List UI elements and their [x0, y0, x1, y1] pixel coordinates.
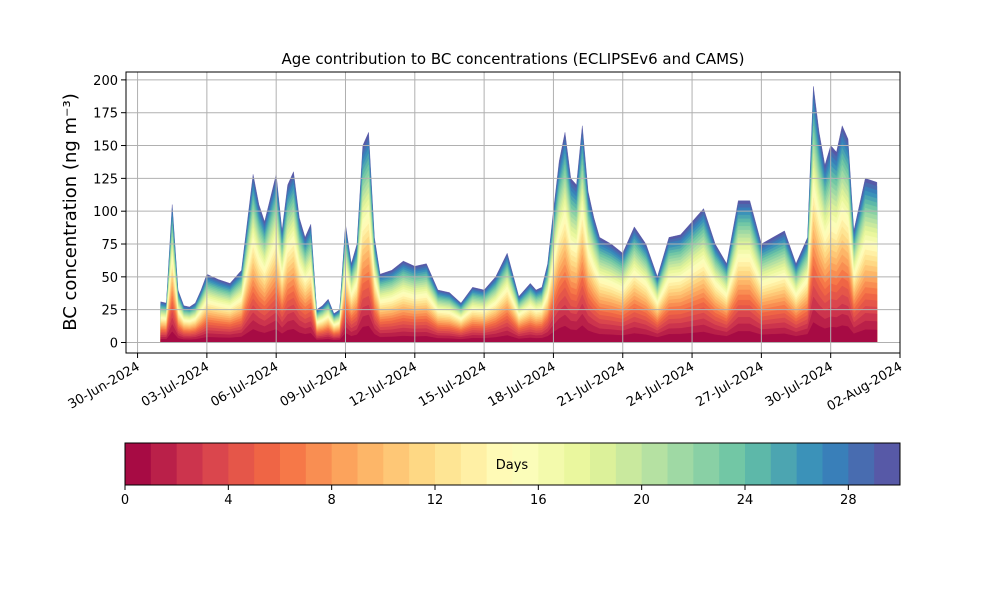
colorbar-segment [693, 443, 720, 485]
y-tick-label: 75 [101, 238, 118, 253]
y-tick-label: 200 [93, 74, 118, 89]
colorbar-tick-label: 4 [224, 493, 232, 508]
colorbar-segment [564, 443, 591, 485]
colorbar-segment [254, 443, 281, 485]
colorbar-segment [280, 443, 307, 485]
x-tick-label: 15-Jul-2024 [416, 359, 489, 410]
colorbar-segment [331, 443, 358, 485]
colorbar-segment [538, 443, 565, 485]
x-tick-label: 12-Jul-2024 [347, 359, 420, 410]
colorbar-segment [409, 443, 436, 485]
colorbar-segment [305, 443, 333, 485]
colorbar-segment [719, 443, 746, 485]
colorbar-tick-label: 24 [737, 493, 754, 508]
colorbar: 0 4 8 12 16 20 24 28 [121, 442, 901, 508]
colorbar-segment [874, 443, 901, 485]
y-tick-label: 175 [93, 107, 118, 122]
colorbar-tick-label: 8 [328, 493, 336, 508]
y-axis-label: BC concentration (ng m⁻³) [60, 93, 81, 331]
x-axis: 30-Jun-202403-Jul-202406-Jul-202409-Jul-… [66, 353, 905, 415]
colorbar-segment [848, 443, 875, 485]
colorbar-tick-label: 12 [427, 493, 444, 508]
chart-title: Age contribution to BC concentrations (E… [282, 50, 745, 68]
stacked-area-layer [160, 86, 878, 343]
colorbar-tick-label: 0 [121, 493, 129, 508]
colorbar-segment [745, 443, 772, 485]
colorbar-segment [176, 443, 203, 485]
colorbar-segment [150, 443, 178, 485]
x-tick-label: 24-Jul-2024 [624, 359, 697, 410]
y-tick-label: 125 [93, 172, 118, 187]
colorbar-segment [435, 443, 462, 485]
x-tick-label: 27-Jul-2024 [694, 359, 767, 410]
colorbar-segment [512, 443, 539, 485]
colorbar-segment [796, 443, 823, 485]
colorbar-segment [357, 443, 384, 485]
colorbar-segment [228, 443, 255, 485]
x-tick-label: 30-Jun-2024 [66, 359, 143, 412]
colorbar-segment [125, 443, 152, 485]
x-tick-label: 09-Jul-2024 [278, 359, 351, 410]
colorbar-segment [641, 443, 668, 485]
y-axis: 0 25 50 75 100 125 150 175 200 [93, 74, 126, 351]
colorbar-segment [460, 443, 488, 485]
colorbar-tick-label: 28 [840, 493, 857, 508]
colorbar-label: Days [496, 458, 529, 473]
x-tick-label: 18-Jul-2024 [486, 359, 559, 410]
colorbar-segment [770, 443, 798, 485]
x-tick-label: 06-Jul-2024 [208, 359, 281, 410]
colorbar-tick-label: 16 [530, 493, 547, 508]
x-tick-label: 21-Jul-2024 [555, 359, 628, 410]
colorbar-segment [590, 443, 617, 485]
y-tick-label: 0 [110, 336, 118, 351]
y-tick-label: 100 [93, 205, 118, 220]
y-tick-label: 25 [101, 304, 118, 319]
y-tick-label: 150 [93, 140, 118, 155]
colorbar-segment [383, 443, 410, 485]
colorbar-segment [202, 443, 229, 485]
colorbar-segment [667, 443, 694, 485]
plot-frame [125, 71, 901, 354]
colorbar-segment [615, 443, 643, 485]
colorbar-segment [486, 443, 513, 485]
y-tick-label: 50 [101, 271, 118, 286]
x-tick-label: 03-Jul-2024 [139, 359, 212, 410]
colorbar-tick-label: 20 [633, 493, 650, 508]
x-tick-label: 02-Aug-2024 [825, 359, 905, 414]
colorbar-segment [822, 443, 849, 485]
colorbar-frame [124, 442, 901, 486]
